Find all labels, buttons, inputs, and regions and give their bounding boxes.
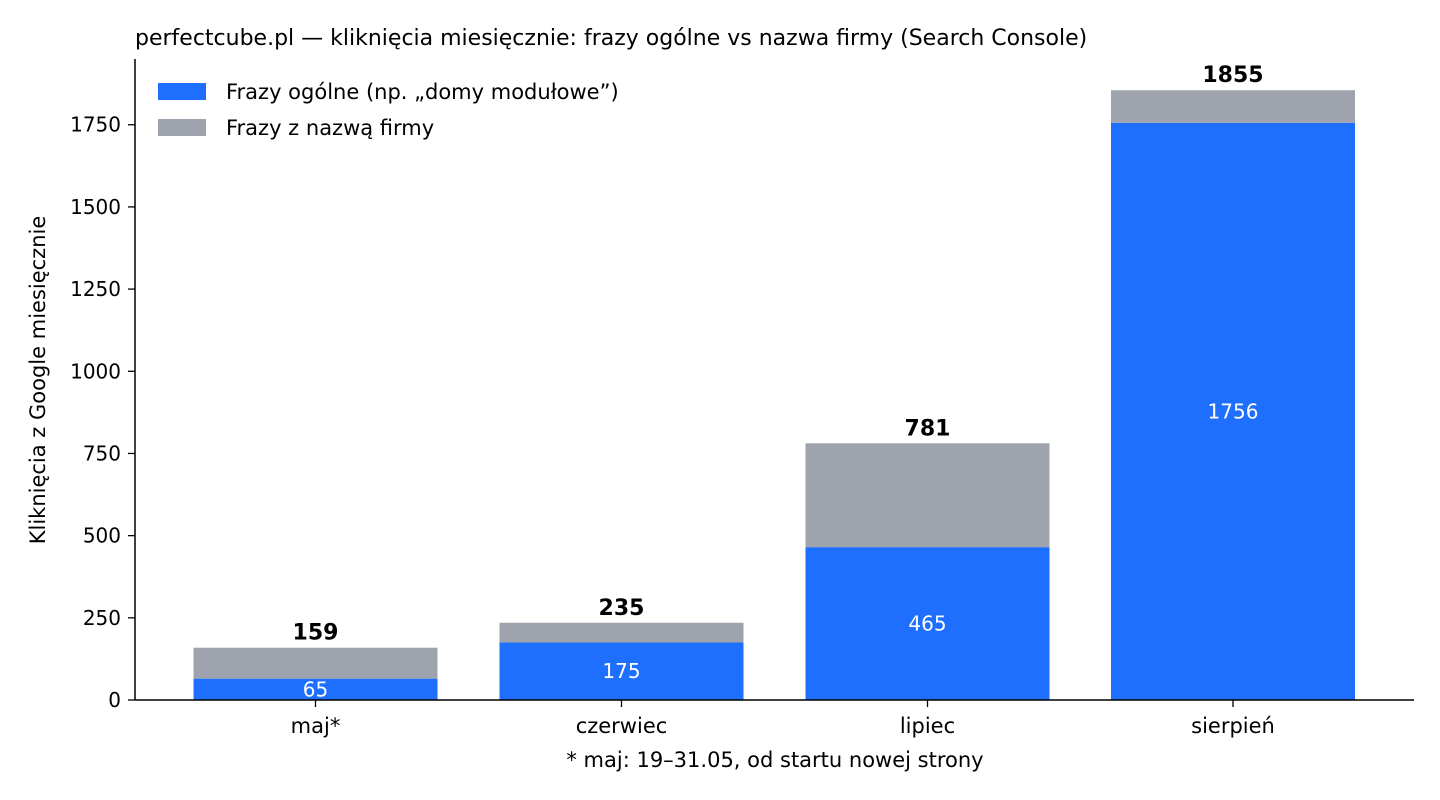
bar-segment-brand (193, 647, 438, 679)
total-value-label: 781 (905, 416, 951, 441)
x-tick-label: lipiec (900, 714, 955, 738)
x-axis-label: * maj: 19–31.05, od startu nowej strony (566, 748, 983, 772)
legend-label-brand: Frazy z nazwą firmy (226, 116, 434, 140)
legend-swatch-general (158, 83, 206, 100)
segment-value-label: 1756 (1208, 399, 1259, 423)
y-tick-label: 0 (108, 688, 121, 712)
bar-segment-general (805, 547, 1050, 700)
chart-title: perfectcube.pl — kliknięcia miesięcznie:… (135, 26, 1087, 51)
y-axis-ticks: 0 250 500 750 1000 1250 1500 1750 (70, 113, 135, 712)
total-value-label: 1855 (1202, 63, 1263, 88)
y-tick-label: 250 (83, 606, 121, 630)
segment-value-label: 175 (602, 659, 640, 683)
y-tick-label: 1750 (70, 113, 121, 137)
x-tick-label: czerwiec (576, 714, 668, 738)
segment-value-label: 465 (908, 612, 946, 636)
x-tick-label: sierpień (1191, 714, 1275, 738)
legend-swatch-brand (158, 119, 206, 136)
legend-label-general: Frazy ogólne (np. „domy modułowe”) (226, 80, 619, 104)
segment-value-label: 65 (303, 677, 328, 701)
bar-segment-brand (499, 622, 744, 643)
bars (193, 90, 1355, 700)
bar-segment-brand (805, 443, 1050, 548)
y-tick-label: 1250 (70, 277, 121, 301)
y-tick-label: 1000 (70, 359, 121, 383)
y-tick-label: 750 (83, 441, 121, 465)
bar-segment-brand (1111, 90, 1355, 123)
y-tick-label: 1500 (70, 195, 121, 219)
bar-segment-general (499, 642, 744, 700)
data-labels: 65 159 175 235 465 781 1756 1855 (293, 63, 1264, 701)
x-tick-label: maj* (291, 714, 341, 738)
x-axis-ticks: maj* czerwiec lipiec sierpień (291, 700, 1275, 738)
legend: Frazy ogólne (np. „domy modułowe”) Frazy… (158, 80, 619, 140)
y-tick-label: 500 (83, 524, 121, 548)
bar-segment-general (193, 678, 438, 700)
y-axis-label: Kliknięcia z Google miesięcznie (26, 216, 50, 545)
bar-segment-general (1111, 122, 1355, 700)
total-value-label: 159 (293, 621, 339, 646)
total-value-label: 235 (599, 596, 645, 621)
